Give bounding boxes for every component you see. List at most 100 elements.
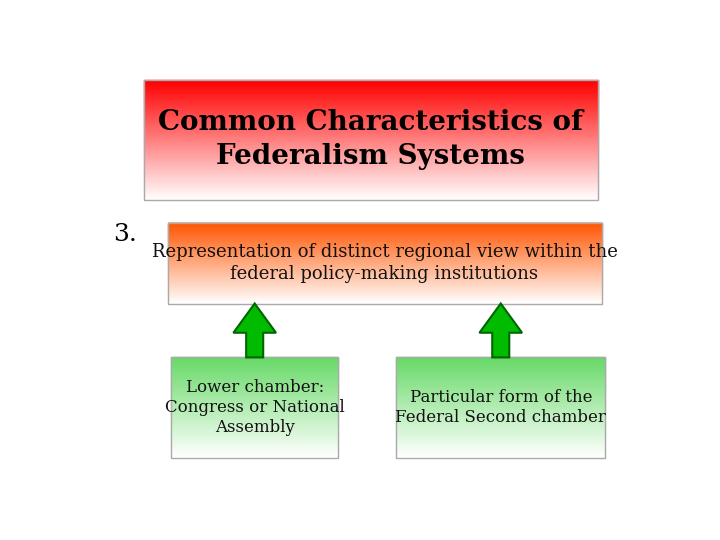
Bar (144, 139, 598, 140)
Bar (144, 163, 598, 164)
Bar (144, 137, 598, 138)
Bar (144, 143, 598, 144)
Bar (144, 140, 598, 141)
Bar (144, 160, 598, 161)
Bar (144, 199, 598, 200)
Bar (144, 131, 598, 132)
Bar (144, 147, 598, 148)
Bar (144, 81, 598, 82)
Bar (144, 150, 598, 151)
Bar (144, 82, 598, 83)
Bar (144, 135, 598, 136)
Bar (144, 133, 598, 134)
Bar (144, 121, 598, 122)
Bar (144, 186, 598, 187)
Text: Common Characteristics of: Common Characteristics of (158, 110, 583, 137)
Bar (144, 146, 598, 147)
Bar (144, 124, 598, 125)
Bar (144, 156, 598, 157)
Bar (144, 169, 598, 170)
Bar (144, 175, 598, 176)
Bar (144, 183, 598, 184)
Bar (144, 153, 598, 154)
Bar (144, 193, 598, 194)
Bar (144, 194, 598, 195)
Bar (144, 191, 598, 192)
Bar (144, 166, 598, 167)
Bar (144, 91, 598, 92)
Bar (144, 96, 598, 97)
Bar (144, 192, 598, 193)
Bar (144, 115, 598, 116)
Bar (144, 185, 598, 186)
Bar (144, 86, 598, 87)
Bar (396, 357, 606, 457)
Bar (171, 357, 338, 457)
Text: Representation of distinct regional view within the: Representation of distinct regional view… (152, 244, 618, 261)
Bar (144, 182, 598, 183)
Bar (144, 130, 598, 131)
Bar (144, 132, 598, 133)
Bar (144, 80, 598, 81)
Text: 3.: 3. (113, 222, 137, 246)
Bar (144, 128, 598, 129)
Bar (144, 152, 598, 153)
Bar (144, 145, 598, 146)
Bar (144, 95, 598, 96)
Bar (144, 136, 598, 137)
Bar (144, 149, 598, 150)
Bar (144, 164, 598, 165)
Bar (144, 101, 598, 102)
Bar (144, 106, 598, 107)
Bar (144, 195, 598, 196)
Bar (144, 104, 598, 105)
Bar (144, 83, 598, 84)
Bar (144, 159, 598, 160)
Bar (144, 119, 598, 120)
Bar (144, 80, 598, 200)
Bar (144, 134, 598, 135)
Bar (144, 85, 598, 86)
Bar (144, 103, 598, 104)
Text: Particular form of the
Federal Second chamber: Particular form of the Federal Second ch… (395, 389, 606, 426)
Bar (144, 123, 598, 124)
Bar (144, 100, 598, 101)
Bar (168, 222, 601, 303)
Bar (144, 158, 598, 159)
Bar (144, 196, 598, 197)
Bar (144, 93, 598, 94)
Bar (144, 89, 598, 90)
Bar (144, 94, 598, 95)
Bar (144, 105, 598, 106)
Bar (144, 138, 598, 139)
Bar (144, 110, 598, 111)
Bar (144, 120, 598, 121)
Bar (144, 126, 598, 127)
Bar (144, 189, 598, 190)
Bar (144, 162, 598, 163)
Bar (144, 167, 598, 168)
Bar (144, 90, 598, 91)
Bar (144, 181, 598, 182)
Bar (144, 87, 598, 88)
Bar (144, 179, 598, 180)
Bar (144, 92, 598, 93)
Bar (144, 141, 598, 142)
Text: Lower chamber:
Congress or National
Assembly: Lower chamber: Congress or National Asse… (165, 379, 345, 436)
Bar (144, 102, 598, 103)
Bar (144, 118, 598, 119)
Bar (144, 114, 598, 115)
Bar (144, 197, 598, 198)
Bar (144, 122, 598, 123)
Bar (144, 113, 598, 114)
Bar (144, 108, 598, 109)
Bar (144, 88, 598, 89)
Polygon shape (480, 303, 522, 357)
Bar (144, 165, 598, 166)
Bar (144, 99, 598, 100)
Bar (144, 157, 598, 158)
Bar (144, 142, 598, 143)
Bar (144, 148, 598, 149)
Bar (144, 176, 598, 177)
Bar (144, 107, 598, 108)
